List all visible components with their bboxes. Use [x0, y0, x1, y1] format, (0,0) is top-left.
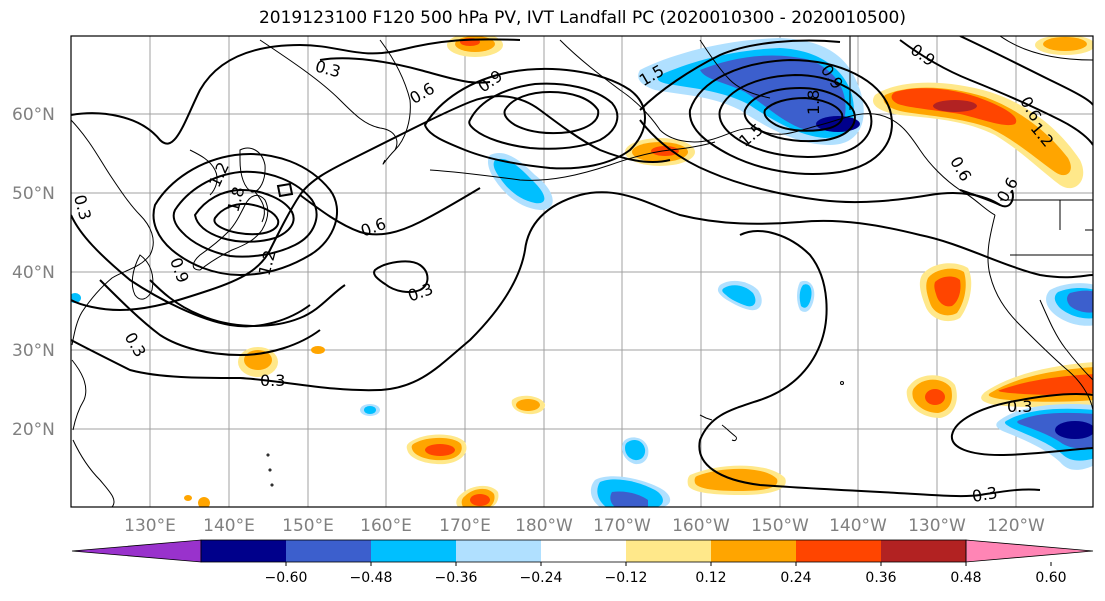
colorbar-segment [541, 540, 626, 562]
map-frame [70, 35, 1094, 508]
colorbar-segment [626, 540, 711, 562]
lat-label: 50°N [12, 184, 55, 204]
lon-label: 140°E [203, 516, 255, 536]
pv-contours [71, 36, 1093, 498]
lon-label: 120°W [987, 516, 1045, 536]
colorbar-tick-label: −0.36 [435, 570, 478, 586]
lon-label: 160°W [672, 516, 730, 536]
latitude-labels: 60°N 50°N 40°N 30°N 20°N [12, 105, 55, 440]
colorbar-segment [796, 540, 881, 562]
colorbar-tick-label: 0.24 [780, 570, 811, 586]
lon-label: 170°W [593, 516, 651, 536]
colorbar-tick-label: 0.60 [1035, 570, 1066, 586]
lon-label: 180°W [515, 516, 573, 536]
lon-label: 130°E [124, 516, 176, 536]
contour-label: 0.3 [260, 371, 285, 390]
colorbar-segment [286, 540, 371, 562]
colorbar-tick-label: −0.60 [265, 570, 308, 586]
lon-label: 150°W [751, 516, 809, 536]
colorbar-segment [201, 540, 286, 562]
lon-label: 170°E [439, 516, 491, 536]
lat-label: 40°N [12, 263, 55, 283]
colorbar-tick-label: −0.12 [605, 570, 648, 586]
lon-label: 140°W [829, 516, 887, 536]
colorbar-tick-label: 0.12 [695, 570, 726, 586]
colorbar-segment [711, 540, 796, 562]
lat-label: 20°N [12, 420, 55, 440]
lat-label: 30°N [12, 341, 55, 361]
lon-label: 160°E [360, 516, 412, 536]
contour-label: 0.3 [70, 193, 95, 223]
colorbar-segment [881, 540, 966, 562]
colorbar-tick-label: −0.48 [350, 570, 393, 586]
colorbar-extend-low [71, 539, 202, 563]
colorbar-segment [371, 540, 456, 562]
colorbar-frame [200, 539, 967, 563]
lat-label: 60°N [12, 105, 55, 125]
lon-label: 150°E [282, 516, 334, 536]
contour-label: 0.3 [970, 483, 998, 506]
colorbar-segment [456, 540, 541, 562]
map-title: 2019123100 F120 500 hPa PV, IVT Landfall… [258, 8, 906, 28]
contour-label: 1.8 [804, 90, 823, 115]
colorbar-extend-high [965, 539, 1094, 563]
colorbar: −0.60 −0.48 −0.36 −0.24 −0.12 0.12 0.24 0.36 0.4… [71, 539, 1094, 586]
lon-label: 130°W [908, 516, 966, 536]
contour-label: 0.3 [1007, 397, 1032, 416]
colorbar-tick-label: 0.48 [950, 570, 981, 586]
colorbar-tick-label: −0.24 [520, 570, 563, 586]
longitude-labels: 130°E 140°E 150°E 160°E 170°E 180°W 170°… [124, 516, 1045, 536]
colorbar-tick-label: 0.36 [865, 570, 896, 586]
